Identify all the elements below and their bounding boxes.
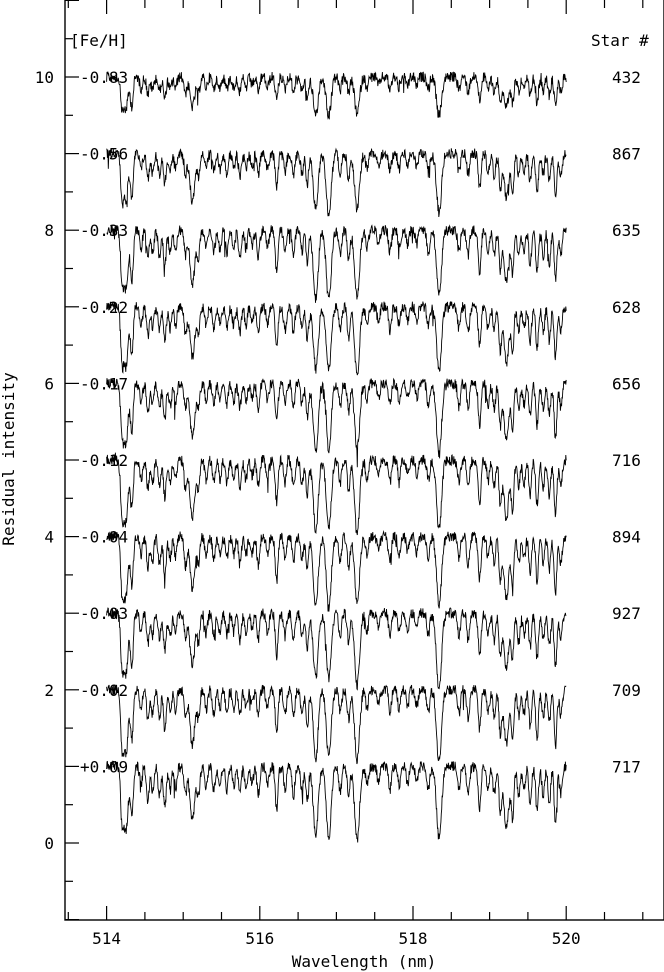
x-tick-label: 516	[245, 929, 274, 948]
annotation-labels: -0.83 432 -0.56 867 -0.33 635 -0.22 628 -0.17 656…	[80, 68, 641, 776]
star-label-716: 716	[612, 451, 641, 470]
axis-ticks: 514 516 518 520 0 2 4 6 8 10	[35, 0, 644, 948]
feh-label-717: +0.09	[80, 757, 128, 776]
spectrum-656	[106, 377, 567, 468]
spectrum-927	[106, 607, 567, 691]
feh-label-432: -0.83	[80, 68, 128, 87]
spectra-series	[106, 71, 567, 843]
spectrum-716	[106, 452, 567, 536]
feh-label-867: -0.56	[80, 145, 128, 164]
star-label-635: 635	[612, 221, 641, 240]
star-label-867: 867	[612, 145, 641, 164]
y-tick-label: 2	[44, 681, 54, 700]
feh-label-894: -0.04	[80, 528, 128, 547]
star-label-927: 927	[612, 604, 641, 623]
x-tick-label: 520	[552, 929, 581, 948]
spectrum-709	[106, 684, 567, 765]
star-label-432: 432	[612, 68, 641, 87]
x-tick-label: 518	[399, 929, 428, 948]
y-tick-label: 0	[44, 834, 54, 853]
spectrum-432	[106, 71, 567, 120]
feh-label-716: -0.12	[80, 451, 128, 470]
spectrum-628	[106, 301, 567, 376]
plot-frame	[64, 0, 664, 921]
star-label-656: 656	[612, 374, 641, 393]
star-label-709: 709	[612, 681, 641, 700]
feh-label-628: -0.22	[80, 298, 128, 317]
spectrum-867	[106, 147, 567, 218]
y-tick-label: 10	[35, 68, 54, 87]
spectrum-717	[106, 760, 567, 843]
spectrum-635	[106, 224, 567, 303]
y-tick-label: 6	[44, 374, 54, 393]
feh-label-709: -0.02	[80, 681, 128, 700]
star-label-628: 628	[612, 298, 641, 317]
right-header: Star #	[591, 31, 649, 50]
star-label-717: 717	[612, 757, 641, 776]
left-header: [Fe/H]	[70, 31, 128, 50]
y-axis-title: Residual intensity	[0, 372, 18, 546]
star-label-894: 894	[612, 528, 641, 547]
feh-label-635: -0.33	[80, 221, 128, 240]
x-axis-title: Wavelength (nm)	[292, 952, 437, 971]
x-tick-label: 514	[92, 929, 121, 948]
y-tick-label: 4	[44, 528, 54, 547]
spectrum-894	[106, 529, 567, 612]
y-tick-label: 8	[44, 221, 54, 240]
feh-label-927: -0.03	[80, 604, 128, 623]
feh-label-656: -0.17	[80, 374, 128, 393]
